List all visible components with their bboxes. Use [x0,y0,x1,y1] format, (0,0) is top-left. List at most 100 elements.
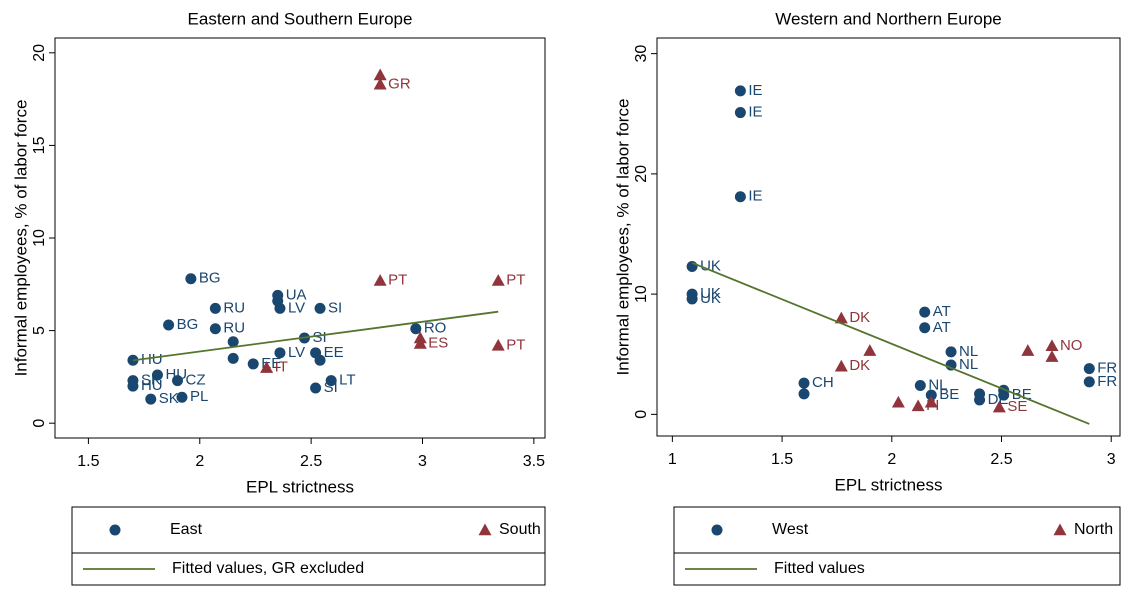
point-label: UK [700,257,721,274]
point-label: UA [286,286,307,303]
y-tick-label: 20 [31,44,48,62]
x-tick-label: 1.5 [77,453,99,470]
point [260,361,274,373]
point-label: RU [223,299,245,316]
point-label: HU [141,377,163,394]
point-label: CZ [186,372,206,389]
x-tick-label: 2.5 [990,451,1012,468]
point [911,399,925,412]
point-label: BE [939,386,959,403]
point-label: BG [177,316,199,333]
y-tick-label: 10 [31,229,48,247]
x-axis-title: EPL strictness [834,475,942,494]
point-label: LT [339,372,355,389]
point [373,274,387,286]
y-tick-label: 0 [633,410,650,419]
legend-label: North [1074,521,1113,538]
point-label: NL [959,343,978,360]
point [924,395,938,408]
point-label: AT [933,319,951,336]
point-label: FR [1097,373,1117,390]
point [373,77,387,90]
point-label: SK [159,390,179,407]
point [1083,363,1095,375]
x-axis-title: EPL strictness [246,477,354,496]
x-tick-label: 2 [887,451,896,468]
y-tick-label: 20 [633,165,650,183]
point [998,389,1010,401]
point [410,323,422,335]
point [310,382,322,394]
point [974,394,986,406]
point [686,293,698,305]
point-label: NO [1060,337,1083,354]
point [863,344,877,356]
panel-title: Western and Northern Europe [775,9,1001,28]
legend-label: Fitted values [774,560,865,577]
plot-frame [656,37,1121,437]
point [127,380,139,392]
point [1021,344,1035,356]
point-label: IE [748,104,762,121]
point-label: SI [328,299,342,316]
point [172,375,183,387]
x-tick-label: 3 [418,453,427,470]
legend-box [71,506,546,586]
point-label: PT [506,272,525,289]
point-label: HU [141,351,163,368]
point [325,375,337,387]
point-label: IT [275,359,288,376]
x-tick-label: 3.5 [523,453,545,470]
panel-title: Eastern and Southern Europe [188,9,413,28]
point-label: IE [748,82,762,99]
point [992,400,1006,413]
point [185,273,197,285]
point [798,377,810,389]
point-label: PT [388,272,407,289]
point [834,359,848,372]
point [1083,376,1095,388]
point-label: PT [506,336,525,353]
legend-marker [1053,523,1067,536]
point-label: UK [700,290,721,307]
point-label: IE [748,188,762,205]
legend-marker [711,524,723,536]
y-axis-title: Informal employees, % of labor force [11,100,30,377]
fitted-line [132,310,499,362]
point [314,302,326,314]
point-label: LV [288,344,305,361]
point [151,369,163,381]
point-label: UK [700,285,721,302]
legend-label: Fitted values, GR excluded [172,560,364,577]
point-label: PL [190,388,208,405]
point [247,358,259,370]
plot-frame [54,37,546,439]
x-tick-label: 1 [668,451,677,468]
point-label: GR [388,75,411,92]
point [798,388,810,400]
point-label: SK [141,372,161,389]
x-tick-label: 2.5 [300,453,322,470]
legend-label: South [499,521,541,538]
point [314,354,326,366]
legend-box [673,506,1121,586]
point-label: FR [1097,360,1117,377]
legend-marker [109,524,121,536]
point-label: DK [849,357,870,374]
point-label: RO [424,320,447,337]
point [413,337,427,349]
point [914,379,926,391]
x-tick-label: 1.5 [771,451,793,468]
point-label: ES [428,335,448,352]
y-tick-label: 15 [31,136,48,154]
point [1045,350,1059,362]
point-label: RU [223,320,245,337]
point-label: NL [928,376,947,393]
legend-marker [478,523,492,536]
x-tick-label: 3 [1107,451,1116,468]
point [686,260,698,272]
point [373,68,387,81]
point [1045,339,1059,352]
point [163,319,175,331]
y-tick-label: 30 [633,45,650,63]
